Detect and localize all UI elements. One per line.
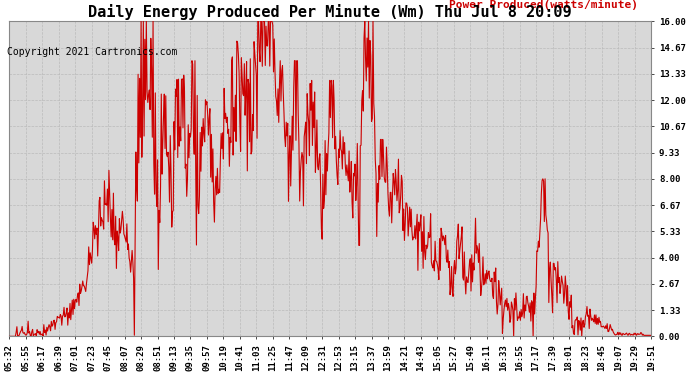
Text: Power Produced(watts/minute): Power Produced(watts/minute) <box>449 0 638 10</box>
Text: Copyright 2021 Cartronics.com: Copyright 2021 Cartronics.com <box>7 47 177 57</box>
Title: Daily Energy Produced Per Minute (Wm) Thu Jul 8 20:09: Daily Energy Produced Per Minute (Wm) Th… <box>88 4 572 20</box>
